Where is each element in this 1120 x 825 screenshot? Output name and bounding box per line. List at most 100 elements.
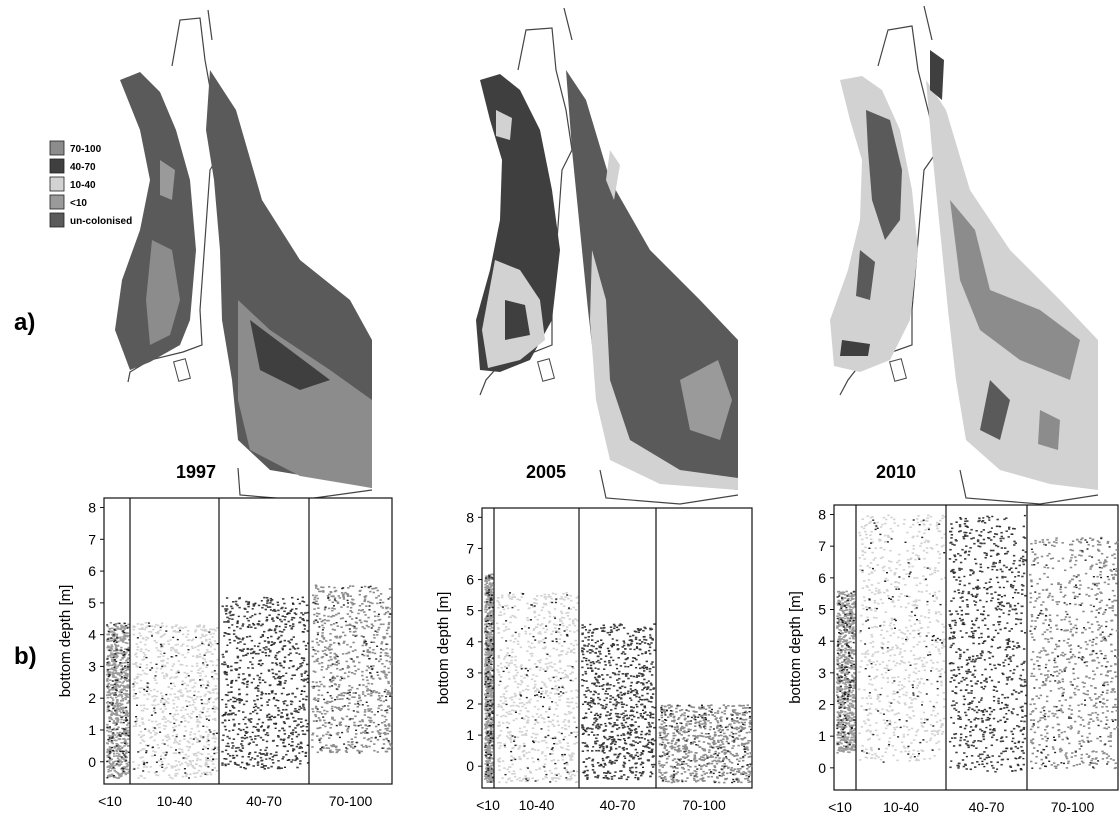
data-point bbox=[484, 588, 487, 591]
data-point bbox=[548, 697, 552, 699]
data-point bbox=[503, 702, 506, 705]
data-point bbox=[225, 745, 228, 747]
data-point bbox=[574, 736, 577, 738]
data-point bbox=[487, 589, 490, 591]
data-point bbox=[364, 732, 367, 734]
data-point bbox=[162, 751, 165, 754]
data-point bbox=[318, 613, 321, 615]
legend-item: <10 bbox=[49, 194, 87, 210]
data-point bbox=[386, 729, 389, 732]
data-point bbox=[170, 765, 173, 767]
data-point bbox=[119, 678, 123, 680]
data-point bbox=[113, 747, 117, 749]
data-point bbox=[108, 638, 111, 640]
data-point bbox=[266, 637, 269, 639]
data-point bbox=[484, 763, 487, 765]
data-point bbox=[120, 665, 123, 667]
data-point bbox=[487, 706, 491, 708]
data-point bbox=[330, 734, 333, 737]
data-point bbox=[503, 613, 506, 615]
data-point bbox=[549, 601, 552, 604]
data-point bbox=[569, 651, 573, 653]
data-point bbox=[337, 749, 341, 751]
data-point bbox=[386, 652, 389, 655]
data-point bbox=[565, 777, 568, 779]
data-point bbox=[484, 708, 487, 711]
data-point bbox=[108, 654, 112, 657]
data-point bbox=[547, 594, 551, 596]
data-point bbox=[490, 754, 493, 756]
data-point bbox=[153, 695, 156, 697]
data-point bbox=[113, 624, 116, 626]
data-point bbox=[556, 743, 559, 745]
data-point bbox=[207, 733, 210, 736]
data-point bbox=[556, 777, 559, 779]
data-point bbox=[203, 771, 206, 774]
data-point bbox=[174, 775, 177, 777]
data-point bbox=[147, 744, 151, 747]
data-point bbox=[319, 640, 322, 642]
data-point bbox=[248, 753, 251, 755]
data-point bbox=[283, 722, 286, 725]
data-point bbox=[112, 699, 115, 701]
data-point bbox=[554, 762, 557, 765]
data-point bbox=[517, 748, 520, 750]
data-point bbox=[112, 732, 115, 734]
data-point bbox=[247, 756, 250, 758]
data-point bbox=[138, 691, 142, 693]
data-point bbox=[226, 684, 229, 686]
data-point bbox=[484, 580, 487, 582]
data-point bbox=[491, 719, 495, 721]
data-point bbox=[490, 594, 493, 596]
data-point bbox=[276, 767, 280, 770]
data-point bbox=[251, 615, 254, 617]
data-point bbox=[340, 692, 343, 695]
data-point bbox=[576, 731, 579, 733]
data-point bbox=[278, 677, 282, 680]
data-point bbox=[487, 691, 490, 694]
data-point bbox=[278, 767, 282, 770]
data-point bbox=[115, 743, 118, 745]
data-point bbox=[378, 626, 381, 629]
data-point bbox=[350, 618, 354, 620]
data-point bbox=[111, 735, 115, 737]
data-point bbox=[511, 758, 514, 761]
data-point bbox=[487, 677, 489, 679]
data-point bbox=[515, 666, 518, 668]
data-point bbox=[533, 686, 537, 688]
data-point bbox=[565, 592, 568, 594]
data-point bbox=[303, 601, 306, 603]
data-point bbox=[387, 723, 391, 725]
data-point bbox=[211, 636, 214, 638]
data-point bbox=[162, 724, 166, 727]
data-point bbox=[486, 726, 489, 729]
data-point bbox=[525, 766, 528, 769]
data-point bbox=[200, 702, 203, 705]
data-point bbox=[387, 626, 390, 629]
data-point bbox=[372, 665, 375, 667]
data-point bbox=[116, 719, 120, 722]
data-point bbox=[322, 716, 325, 718]
data-point bbox=[133, 768, 136, 770]
data-point bbox=[552, 759, 556, 761]
data-point bbox=[558, 777, 561, 780]
data-point bbox=[533, 680, 537, 682]
data-point bbox=[120, 646, 123, 649]
data-point bbox=[185, 665, 188, 667]
data-point bbox=[150, 714, 153, 716]
data-point bbox=[329, 678, 332, 681]
data-point bbox=[236, 655, 240, 658]
data-point bbox=[119, 659, 123, 661]
data-point bbox=[288, 759, 291, 761]
data-point bbox=[180, 716, 184, 718]
data-point bbox=[167, 686, 170, 688]
data-point bbox=[237, 710, 241, 712]
data-point bbox=[124, 665, 126, 668]
data-point bbox=[124, 773, 127, 775]
data-point bbox=[244, 716, 247, 719]
data-point bbox=[116, 679, 119, 681]
data-point bbox=[532, 629, 535, 631]
data-point bbox=[333, 652, 336, 655]
data-point bbox=[117, 706, 120, 708]
data-point bbox=[569, 775, 572, 778]
